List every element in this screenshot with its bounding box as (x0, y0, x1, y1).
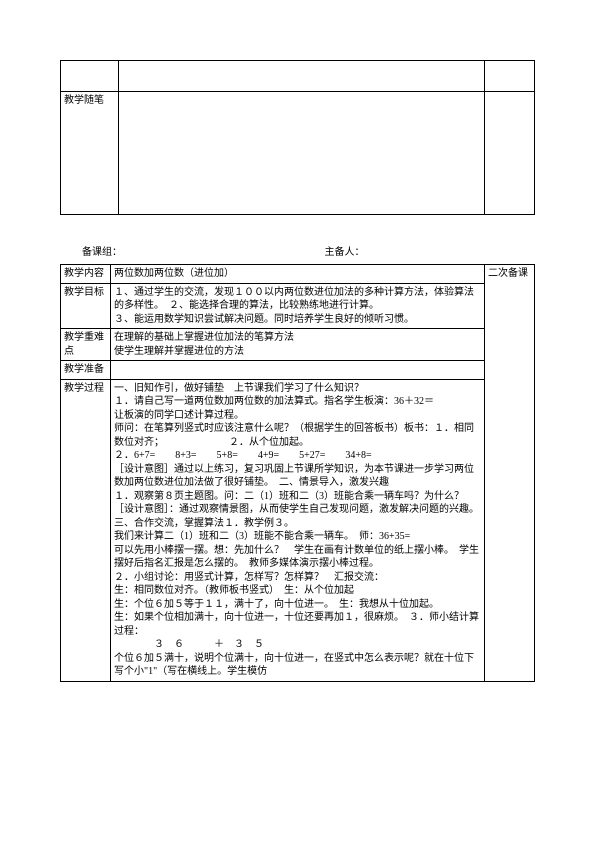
table-row (61, 61, 535, 92)
table-row: 教学目标 １、通过学生的交流，发现１００以内两位数进位加法的多种计算方法，体验算… (61, 283, 535, 329)
cell-empty (119, 61, 485, 92)
content-value: 两位数加两位数（进位加） (111, 265, 485, 284)
cell-empty (61, 61, 119, 92)
prep-group-label: 备课组： (82, 247, 122, 258)
table-row: 教学准备 (61, 361, 535, 380)
process-label: 教学过程 (61, 379, 111, 681)
cell-empty (485, 92, 535, 215)
cell-empty (119, 92, 485, 215)
table-row: 教学重难点 在理解的基础上掌握进位加法的笔算方法 使学生理解并掌握进位的方法 (61, 329, 535, 361)
notes-label: 教学随笔 (61, 92, 119, 215)
notes-table: 教学随笔 (60, 60, 535, 215)
prep-value (111, 361, 485, 380)
table-row: 教学随笔 (61, 92, 535, 215)
cell-empty (485, 61, 535, 92)
table-row: 教学内容 两位数加两位数（进位加） 二次备课 (61, 265, 535, 284)
keypoint-value: 在理解的基础上掌握进位加法的笔算方法 使学生理解并掌握进位的方法 (111, 329, 485, 361)
lesson-table: 教学内容 两位数加两位数（进位加） 二次备课 教学目标 １、通过学生的交流，发现… (60, 264, 535, 682)
prep-label: 教学准备 (61, 361, 111, 380)
page: 教学随笔 备课组： 主备人： 教学内容 两位数加两位数（进位加） 二次备课 教学… (0, 0, 595, 842)
objective-value: １、通过学生的交流，发现１００以内两位数进位加法的多种计算方法，体验算法的多样性… (111, 283, 485, 329)
objective-label: 教学目标 (61, 283, 111, 329)
content-label: 教学内容 (61, 265, 111, 284)
meta-line: 备课组： 主备人： (82, 243, 535, 258)
table-row: 教学过程 一、旧知作引，做好铺垫 上节课我们学习了什么知识？ １．请自己写一道两… (61, 379, 535, 681)
host-label: 主备人： (325, 243, 365, 258)
secondary-label: 二次备课 (485, 265, 535, 682)
keypoint-label: 教学重难点 (61, 329, 111, 361)
process-value: 一、旧知作引，做好铺垫 上节课我们学习了什么知识？ １．请自己写一道两位数加两位… (111, 379, 485, 681)
